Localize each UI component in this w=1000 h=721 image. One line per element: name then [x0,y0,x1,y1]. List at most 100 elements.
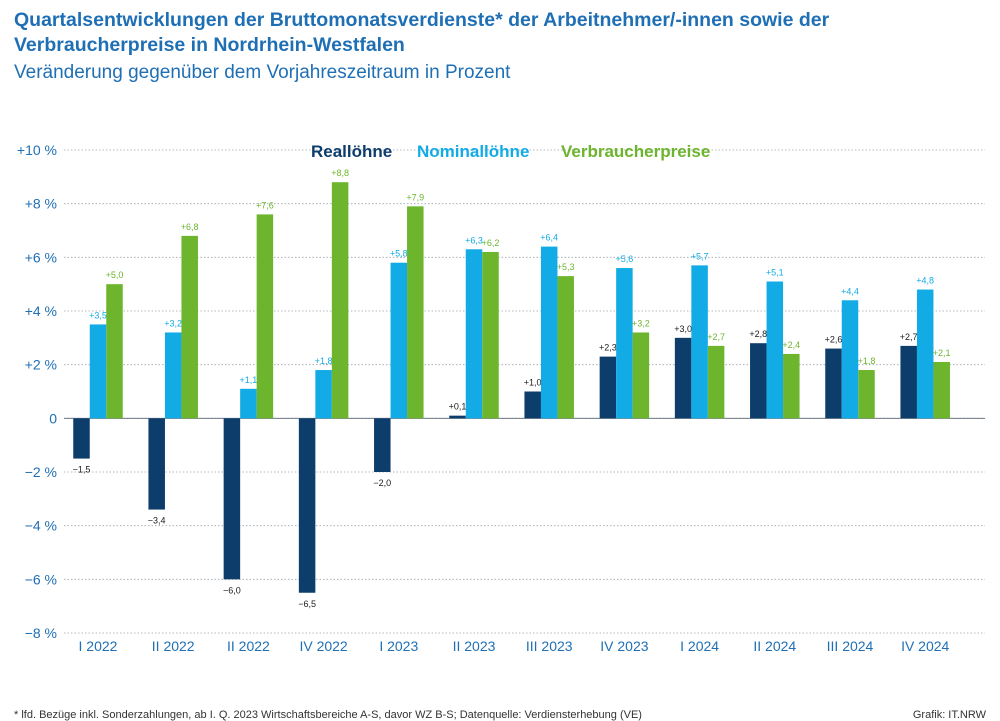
x-tick-label: II 2022 [227,638,270,654]
bar [73,418,90,459]
x-tick-label: III 2024 [827,638,874,654]
bar [298,418,316,593]
data-label: −6,0 [223,585,241,595]
y-tick-label: +2 % [25,357,57,373]
bar [256,214,274,419]
data-label: −2,0 [373,478,391,488]
x-tick-label: I 2024 [680,638,719,654]
x-tick-label: III 2023 [526,638,573,654]
y-tick-label: 0 [49,410,57,426]
bar [374,418,391,472]
x-tick-label: IV 2022 [299,638,347,654]
data-label: −1,5 [73,465,91,475]
bar [766,281,784,419]
data-label: +2,6 [825,335,843,345]
bar [674,337,692,419]
y-tick-label: −2 % [25,464,57,480]
bar [465,249,483,419]
data-label: +3,5 [89,310,107,320]
data-label: +5,6 [616,254,634,264]
x-tick-label: I 2023 [379,638,418,654]
bar [599,356,617,419]
footnote: * lfd. Bezüge inkl. Sonderzahlungen, ab … [14,709,642,721]
bar [841,300,859,419]
data-label: +5,0 [106,270,124,280]
bar [524,391,541,419]
bar [916,289,934,419]
data-label: +5,3 [557,262,575,272]
bar [933,361,950,419]
bar [482,251,499,419]
legend-item: Nominallöhne [417,142,529,161]
y-tick-label: +6 % [25,249,57,265]
data-label: −6,5 [298,599,316,609]
legend-item: Reallöhne [311,142,392,161]
bar [691,265,708,419]
data-label: +6,2 [482,238,500,248]
bar [540,246,558,419]
y-tick-label: +10 % [17,142,57,158]
y-tick-label: −8 % [25,625,57,641]
bar [900,345,917,419]
data-label: +4,8 [916,276,934,286]
bar [106,284,123,419]
bar [825,348,842,419]
chart-title: Quartalsentwicklungen der Bruttomonatsve… [14,9,830,56]
data-label: +2,8 [749,329,767,339]
y-tick-label: +4 % [25,303,57,319]
bar [315,370,332,419]
bar [449,415,466,419]
bar [164,332,182,419]
chart-subtitle: Veränderung gegenüber dem Vorjahreszeitr… [14,62,511,83]
bar [750,343,767,419]
data-label: +6,4 [540,233,558,243]
data-label: +2,7 [900,332,918,342]
data-label: +6,8 [181,222,199,232]
y-tick-label: −4 % [25,518,57,534]
data-label: −3,4 [148,516,166,526]
graphic-credit: Grafik: IT.NRW [912,709,986,721]
data-label: +1,8 [315,356,333,366]
data-label: +2,7 [707,332,725,342]
data-label: +7,6 [256,200,274,210]
bar [148,418,165,510]
data-label: +5,1 [766,267,784,277]
bar [181,235,198,419]
x-tick-label: I 2022 [79,638,118,654]
data-label: +5,8 [390,249,408,259]
data-label: +3,2 [164,318,182,328]
x-tick-label: II 2022 [152,638,195,654]
bar [240,388,257,419]
data-label: +2,3 [599,343,617,353]
bar [223,418,241,580]
data-label: +3,0 [674,324,692,334]
data-label: +3,2 [632,318,650,328]
bar [632,332,650,419]
data-label: +1,1 [240,375,258,385]
x-tick-label: II 2024 [753,638,796,654]
data-label: +2,4 [782,340,800,350]
data-label: +6,3 [465,235,483,245]
data-label: +4,4 [841,286,859,296]
data-label: +5,7 [691,251,709,261]
data-label: +1,8 [858,356,876,366]
legend-item: Verbraucherpreise [561,142,710,161]
bar [616,268,633,419]
y-tick-label: −6 % [25,571,57,587]
bar [557,276,574,419]
data-label: +0,1 [449,402,467,412]
bar [858,370,875,419]
bar [89,324,107,419]
y-tick-label: +8 % [25,196,57,212]
bar [707,345,725,419]
bar [331,182,349,419]
x-tick-label: IV 2023 [600,638,648,654]
bar [390,262,408,419]
data-label: +8,8 [331,168,349,178]
bar [407,206,424,419]
x-tick-label: IV 2024 [901,638,949,654]
bar [783,353,800,419]
data-label: +1,0 [524,378,542,388]
data-label: +7,9 [406,192,424,202]
